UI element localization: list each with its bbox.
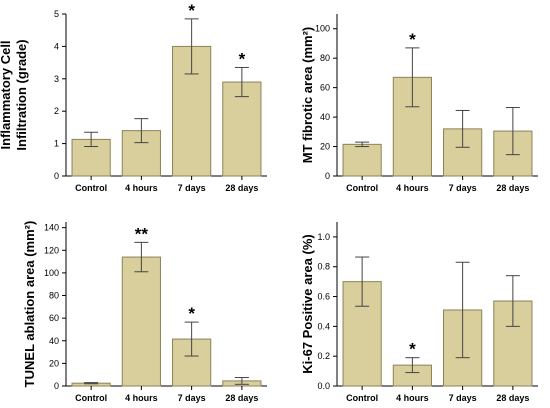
y-tick-label: 4 (54, 41, 59, 51)
x-category-label: 28 days (496, 183, 529, 193)
y-tick-label: 1.0 (317, 232, 330, 242)
x-category-label: 7 days (178, 393, 206, 403)
x-category-label: 4 hours (396, 183, 429, 193)
y-tick-label: 60 (49, 313, 59, 323)
y-axis-title: TUNEL ablation area (mm²) (22, 221, 37, 388)
y-tick-label: 0 (54, 171, 59, 181)
significance-marker: * (188, 1, 195, 20)
y-tick-label: 0.8 (317, 262, 330, 272)
x-category-label: 28 days (496, 393, 529, 403)
x-category-label: 28 days (225, 393, 258, 403)
y-axis-title: MT fibrotic area (mm²) (300, 27, 315, 164)
x-category-label: 7 days (449, 393, 477, 403)
y-tick-label: 100 (315, 24, 330, 34)
x-category-label: Control (346, 183, 378, 193)
y-tick-label: 140 (44, 223, 59, 233)
y-tick-label: 40 (320, 112, 330, 122)
bar (342, 143, 382, 177)
y-tick-label: 5 (54, 9, 59, 19)
y-tick-label: 80 (320, 53, 330, 63)
x-category-label: 4 hours (125, 183, 158, 193)
panel-inflammatory-infiltration: 0 1 2 3 4 5 Inflammatory Cell Infiltration (gra… (0, 1, 267, 193)
significance-marker: * (188, 304, 195, 323)
x-category-label: Control (75, 183, 107, 193)
y-tick-label: 1 (54, 139, 59, 149)
significance-marker: * (239, 49, 246, 68)
y-tick-label: 100 (44, 268, 59, 278)
y-tick-label: 0.0 (317, 381, 330, 391)
y-tick-label: 60 (320, 83, 330, 93)
y-tick-label: 20 (49, 358, 59, 368)
x-category-label: 4 hours (396, 393, 429, 403)
y-tick-label: 0 (325, 171, 330, 181)
y-tick-label: 120 (44, 245, 59, 255)
x-category-label: 28 days (225, 183, 258, 193)
y-tick-label: 0.6 (317, 292, 330, 302)
x-category-label: Control (75, 393, 107, 403)
significance-marker: * (409, 30, 416, 49)
y-tick-label: 2 (54, 106, 59, 116)
panel-tunel-ablation-area: 0 20 40 60 80 100 120 140 TUNEL ablation area (m… (22, 221, 267, 403)
y-axis-title: Ki-67 Positive area (%) (300, 234, 315, 373)
panel-ki67-positive-area: 0.0 0.2 0.4 0.6 0.8 1.0Ki-67 Positive area (%… (300, 222, 538, 403)
y-axis-title: Infiltration (grade) (14, 39, 29, 150)
y-tick-label: 0.4 (317, 321, 330, 331)
y-tick-label: 80 (49, 291, 59, 301)
y-tick-label: 0.2 (317, 351, 330, 361)
x-category-label: 7 days (178, 183, 206, 193)
y-tick-label: 0 (54, 381, 59, 391)
bar (121, 256, 161, 387)
significance-marker: * (409, 340, 416, 359)
significance-marker: ** (135, 224, 149, 243)
y-tick-label: 40 (49, 336, 59, 346)
x-category-label: 4 hours (125, 393, 158, 403)
bar (222, 81, 262, 177)
x-category-label: 7 days (449, 183, 477, 193)
x-category-label: Control (346, 393, 378, 403)
y-tick-label: 3 (54, 74, 59, 84)
y-axis-title: Inflammatory Cell (0, 40, 13, 149)
y-tick-label: 20 (320, 142, 330, 152)
